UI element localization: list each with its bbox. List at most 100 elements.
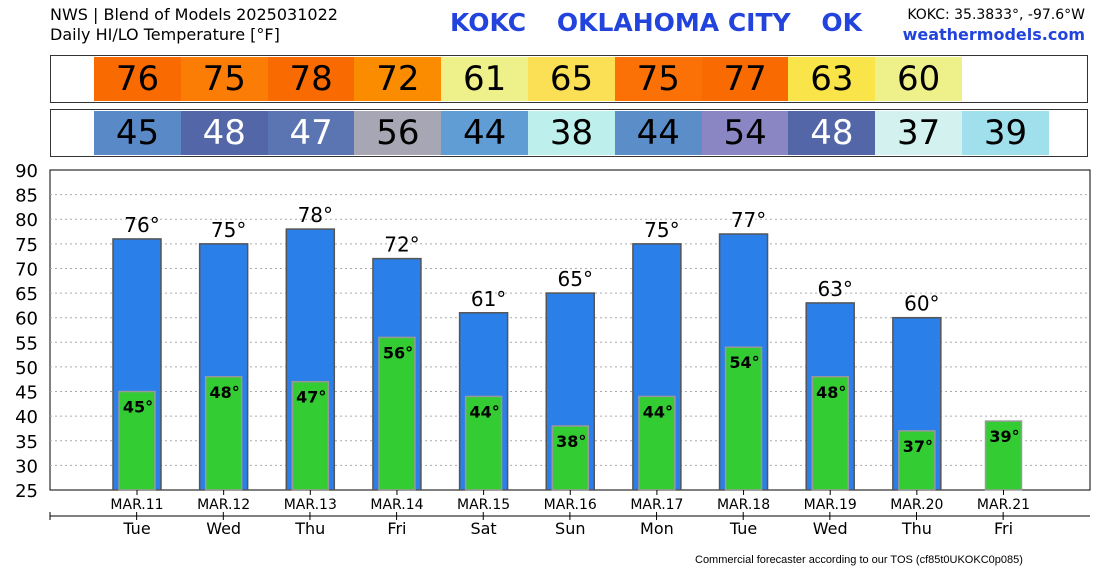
x-date-label: MAR.16 bbox=[544, 497, 597, 513]
low-strip-cell: 54 bbox=[701, 111, 789, 155]
high-strip-cell: 65 bbox=[528, 57, 615, 101]
high-label: 60° bbox=[904, 292, 939, 316]
y-tick-label: 85 bbox=[15, 186, 38, 207]
low-bar bbox=[984, 420, 1023, 491]
high-label: 76° bbox=[124, 213, 159, 237]
high-label: 72° bbox=[384, 233, 419, 257]
low-strip-cell: 44 bbox=[614, 111, 702, 155]
high-strip-cell: 77 bbox=[701, 57, 789, 101]
x-weekday-label: Thu bbox=[294, 519, 325, 538]
low-label: 47° bbox=[296, 388, 326, 407]
low-label: 48° bbox=[210, 383, 240, 402]
high-strip-cell: 75 bbox=[614, 57, 702, 101]
low-bar bbox=[291, 380, 330, 491]
coordinates-text: KOKC: 35.3833°, -97.6°W bbox=[907, 7, 1085, 23]
low-label: 44° bbox=[469, 402, 499, 421]
low-strip-cell: 37 bbox=[875, 111, 963, 155]
y-tick-label: 90 bbox=[15, 161, 38, 182]
x-weekday-label: Wed bbox=[206, 519, 241, 538]
high-strip-cell: 76 bbox=[94, 57, 181, 101]
low-label: 44° bbox=[643, 402, 673, 421]
y-tick-label: 55 bbox=[15, 333, 38, 354]
y-tick-label: 35 bbox=[15, 432, 38, 453]
x-date-label: MAR.11 bbox=[110, 497, 163, 513]
y-tick-label: 75 bbox=[15, 235, 38, 256]
high-strip-cell: 61 bbox=[441, 57, 529, 101]
city-name: OKLAHOMA CITY bbox=[556, 8, 791, 37]
station-id: KOKC bbox=[450, 8, 527, 37]
high-strip-cell: 78 bbox=[267, 57, 355, 101]
low-strip-cell: 45 bbox=[94, 111, 181, 155]
x-weekday-label: Tue bbox=[729, 519, 757, 538]
x-date-label: MAR.20 bbox=[890, 497, 943, 513]
low-strip-cell: 48 bbox=[180, 111, 268, 155]
low-label: 54° bbox=[729, 353, 759, 372]
x-weekday-label: Sun bbox=[555, 519, 585, 538]
high-label: 75° bbox=[211, 218, 246, 242]
x-date-label: MAR.19 bbox=[804, 497, 857, 513]
high-strip-cell: 72 bbox=[354, 57, 442, 101]
x-date-label: MAR.15 bbox=[457, 497, 510, 513]
low-bar bbox=[811, 376, 849, 491]
x-date-label: MAR.13 bbox=[284, 497, 337, 513]
high-label: 63° bbox=[817, 277, 852, 301]
low-label: 45° bbox=[123, 398, 153, 417]
station-title: KOKC OKLAHOMA CITY OK bbox=[450, 8, 884, 37]
y-tick-label: 30 bbox=[15, 456, 38, 477]
low-strip-cell: 48 bbox=[788, 111, 876, 155]
state-name: OK bbox=[821, 8, 862, 37]
y-tick-label: 70 bbox=[15, 259, 38, 280]
high-label: 65° bbox=[558, 267, 593, 291]
x-weekday-label: Wed bbox=[813, 519, 848, 538]
x-weekday-label: Thu bbox=[901, 519, 932, 538]
low-strip-cell: 44 bbox=[441, 111, 529, 155]
x-weekday-label: Sat bbox=[470, 519, 496, 538]
x-date-label: MAR.14 bbox=[370, 497, 423, 513]
y-tick-label: 50 bbox=[15, 358, 38, 379]
low-label: 48° bbox=[816, 383, 846, 402]
x-weekday-label: Fri bbox=[994, 519, 1013, 538]
low-strip-cell: 47 bbox=[267, 111, 355, 155]
y-tick-label: 40 bbox=[15, 407, 38, 428]
x-date-label: MAR.12 bbox=[197, 497, 250, 513]
header-info-block: KOKC: 35.3833°, -97.6°W weathermodels.co… bbox=[903, 5, 1085, 45]
x-date-label: MAR.17 bbox=[630, 497, 683, 513]
y-tick-label: 45 bbox=[15, 383, 38, 404]
low-label: 39° bbox=[989, 427, 1019, 446]
high-label: 78° bbox=[298, 203, 333, 227]
low-bar bbox=[898, 430, 936, 491]
low-temperature-strip: 45 48 47 56 44 38 44 54 48 37 39 bbox=[50, 109, 1088, 157]
variable-title: Daily HI/LO Temperature [°F] bbox=[50, 25, 280, 44]
x-date-label: MAR.21 bbox=[977, 497, 1030, 513]
low-bar bbox=[724, 346, 763, 491]
model-run-title: NWS | Blend of Models 2025031022 bbox=[50, 5, 338, 24]
low-label: 38° bbox=[556, 432, 586, 451]
high-label: 61° bbox=[471, 287, 506, 311]
x-weekday-label: Fri bbox=[387, 519, 406, 538]
high-temperature-strip: 76 75 78 72 61 65 75 77 63 60 bbox=[50, 55, 1088, 103]
low-strip-cell: 39 bbox=[962, 111, 1049, 155]
low-bar bbox=[464, 395, 503, 491]
site-link[interactable]: weathermodels.com bbox=[902, 25, 1085, 44]
low-strip-cell: 38 bbox=[528, 111, 615, 155]
x-weekday-label: Mon bbox=[640, 519, 674, 538]
high-strip-cell: 75 bbox=[180, 57, 268, 101]
low-label: 37° bbox=[903, 437, 933, 456]
x-date-label: MAR.18 bbox=[717, 497, 770, 513]
low-strip-cell: 56 bbox=[354, 111, 442, 155]
low-label: 56° bbox=[383, 343, 413, 362]
high-label: 77° bbox=[731, 208, 766, 232]
y-tick-label: 80 bbox=[15, 210, 38, 231]
y-tick-label: 65 bbox=[15, 284, 38, 305]
low-bar bbox=[204, 376, 243, 491]
y-tick-label: 25 bbox=[15, 481, 38, 502]
y-tick-label: 60 bbox=[15, 309, 38, 330]
header-title-block: NWS | Blend of Models 2025031022 Daily H… bbox=[50, 5, 338, 45]
footer-note: Commercial forecaster according to our T… bbox=[695, 554, 1023, 566]
x-weekday-label: Tue bbox=[122, 519, 150, 538]
high-strip-cell: 63 bbox=[788, 57, 876, 101]
high-label: 75° bbox=[644, 218, 679, 242]
high-strip-cell: 60 bbox=[875, 57, 963, 101]
low-bar bbox=[118, 390, 156, 491]
